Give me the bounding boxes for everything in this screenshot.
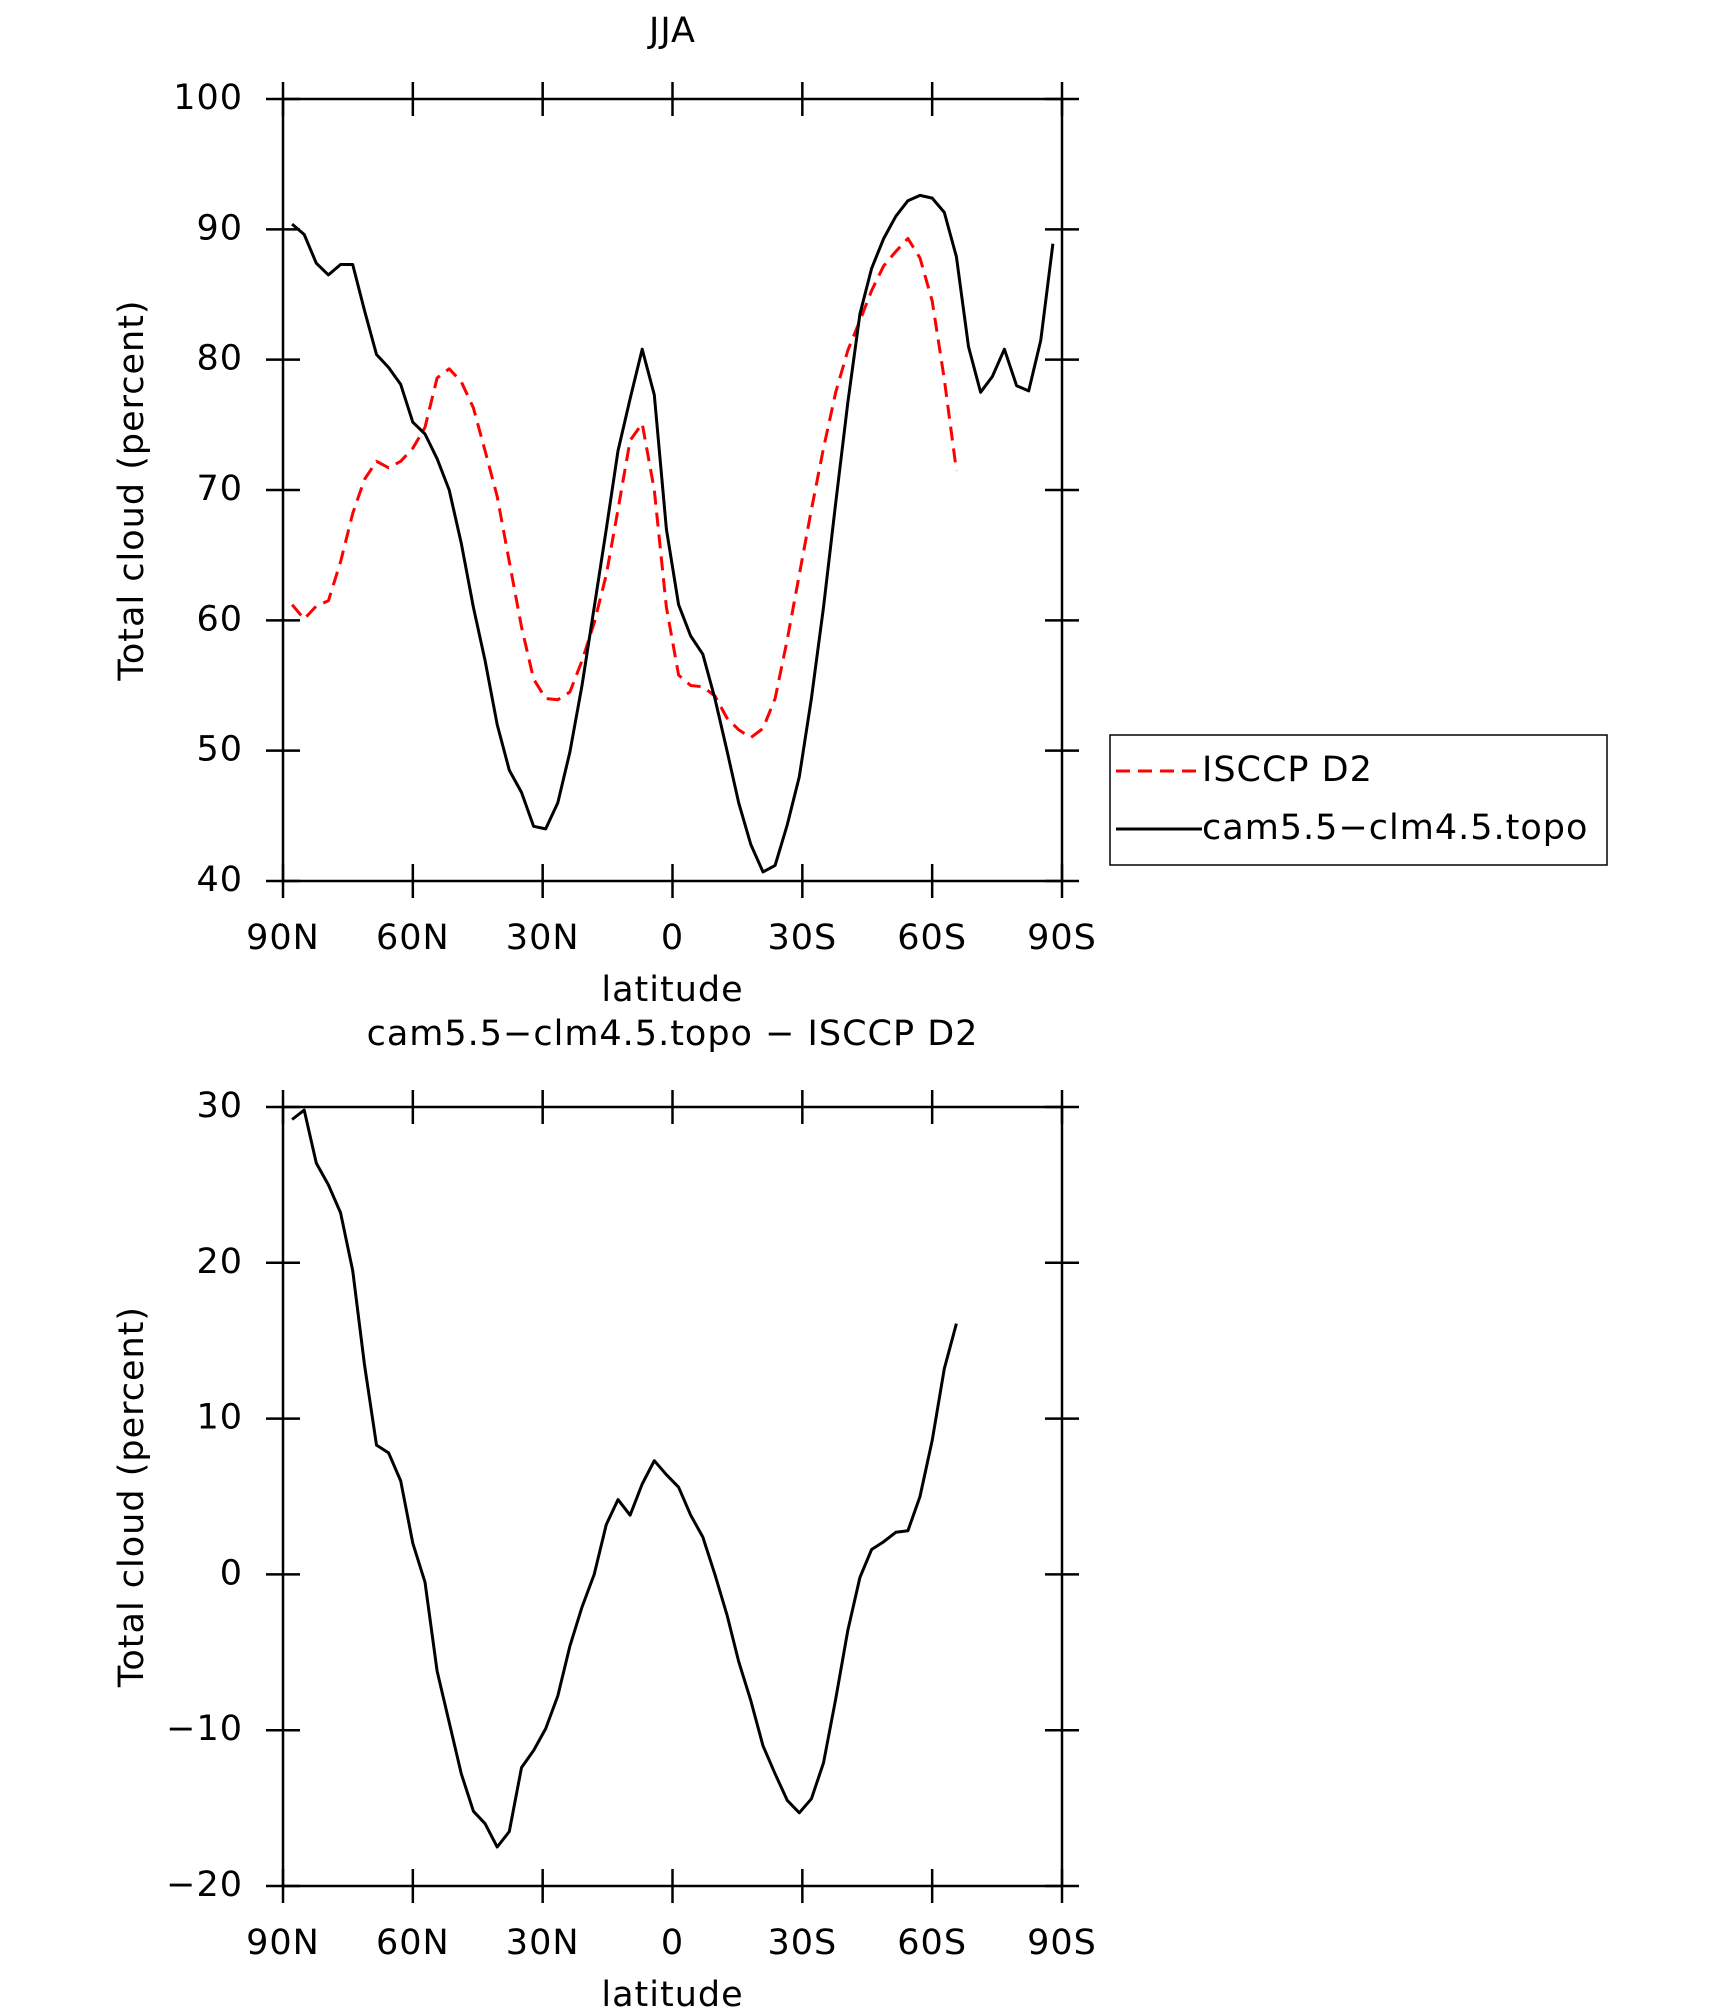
x-tick-label: 30S (767, 1923, 837, 1963)
x-tick-label: 60S (897, 918, 967, 958)
data-line (291, 193, 1055, 874)
y-tick-label: 70 (196, 469, 243, 509)
x-axis-label: latitude (601, 1975, 743, 2010)
data-line (290, 237, 958, 740)
y-tick-label: 30 (196, 1086, 243, 1126)
chart-title: cam5.5−clm4.5.topo − ISCCP D2 (367, 1014, 979, 1054)
legend-box (1109, 734, 1608, 866)
plot-frame (281, 1105, 1064, 1888)
y-tick-label: 60 (196, 599, 243, 639)
legend-label: ISCCP D2 (1202, 750, 1373, 790)
data-line (291, 1108, 958, 1849)
y-tick-label: 10 (196, 1398, 243, 1438)
x-tick-label: 60N (376, 1923, 450, 1963)
x-tick-label: 90N (246, 918, 320, 958)
y-axis-label: Total cloud (percent) (112, 1306, 152, 1688)
x-tick-label: 60S (897, 1923, 967, 1963)
x-tick-label: 30N (506, 1923, 580, 1963)
y-tick-label: 20 (196, 1242, 243, 1282)
legend-label: cam5.5−clm4.5.topo (1202, 808, 1588, 848)
y-tick-label: 100 (173, 78, 243, 118)
x-tick-label: 90S (1027, 1923, 1097, 1963)
y-tick-label: −10 (166, 1709, 243, 1749)
y-tick-label: 40 (196, 860, 243, 900)
x-axis-label: latitude (601, 970, 743, 1010)
plot-frame (281, 97, 1064, 883)
x-tick-label: 30N (506, 918, 580, 958)
x-tick-label: 30S (767, 918, 837, 958)
y-tick-label: 50 (196, 730, 243, 770)
y-tick-label: 0 (220, 1553, 243, 1593)
x-tick-label: 0 (661, 1923, 684, 1963)
x-tick-label: 90N (246, 1923, 320, 1963)
x-tick-label: 60N (376, 918, 450, 958)
x-tick-label: 90S (1027, 918, 1097, 958)
y-tick-label: 80 (196, 339, 243, 379)
y-axis-label: Total cloud (percent) (112, 299, 152, 681)
x-tick-label: 0 (661, 918, 684, 958)
y-tick-label: 90 (196, 208, 243, 248)
y-tick-label: −20 (166, 1865, 243, 1905)
chart-title: JJA (647, 11, 696, 51)
